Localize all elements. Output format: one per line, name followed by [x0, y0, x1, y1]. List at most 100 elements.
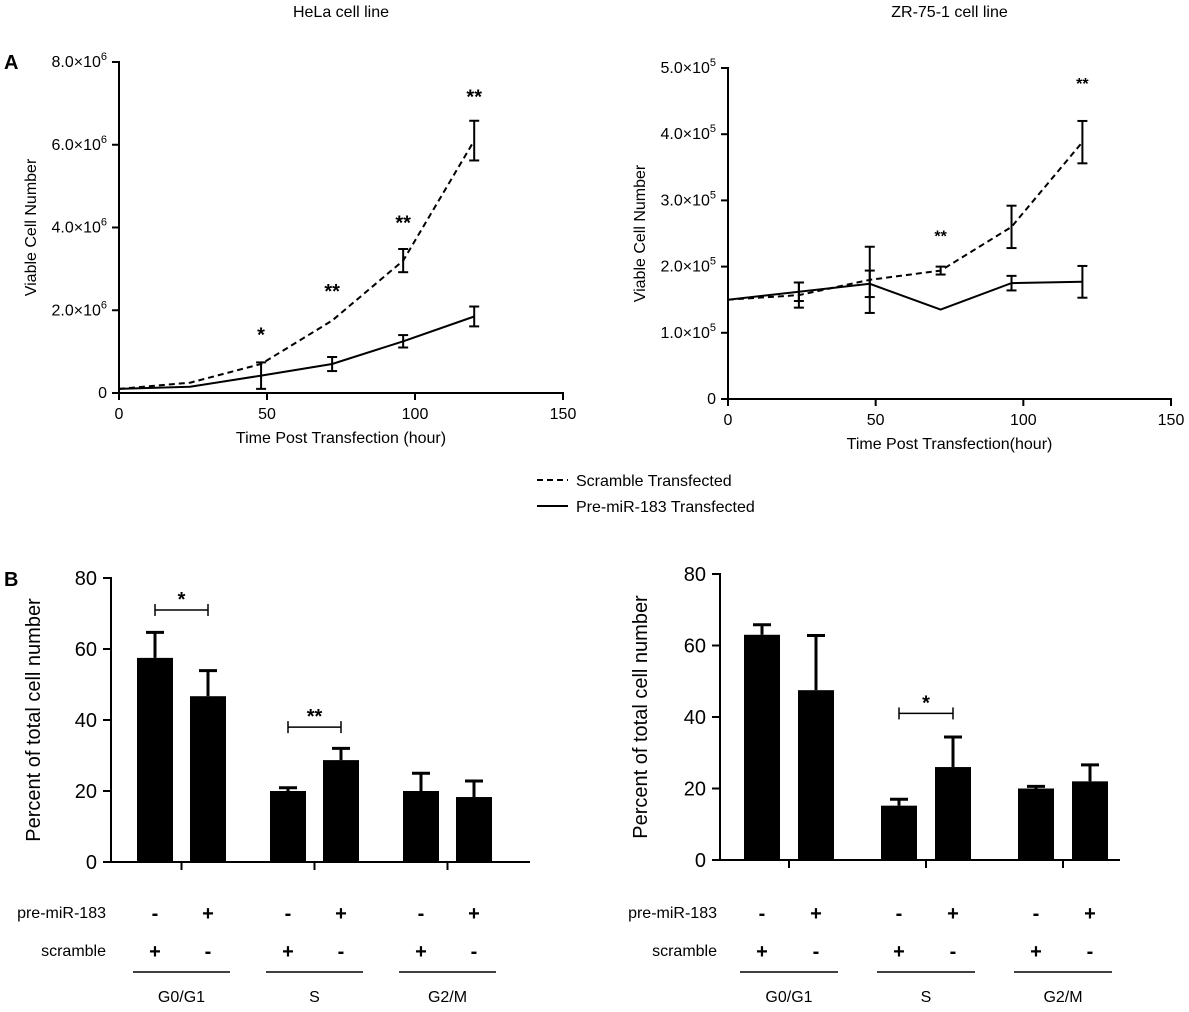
y-tick-mantissa: 4.0×10 — [51, 220, 100, 237]
pre-mir-sign: + — [947, 903, 959, 925]
y-tick-mantissa: 5.0×10 — [660, 60, 709, 77]
x-tick-label: 100 — [1010, 412, 1037, 429]
scramble-sign: - — [471, 941, 478, 963]
panel-label-b: B — [4, 569, 18, 591]
chart-title: ZR-75-1 cell line — [891, 4, 1008, 21]
scramble-sign: + — [1030, 941, 1042, 963]
series-pre-mir-line — [118, 315, 475, 390]
scramble-sign: + — [893, 941, 905, 963]
group-label: G2/M — [428, 989, 467, 1006]
significance-marker: ** — [324, 281, 340, 303]
group-label: S — [921, 989, 932, 1006]
pre-mir-sign: - — [418, 903, 425, 925]
scramble-sign: + — [756, 941, 768, 963]
significance-marker: * — [257, 324, 265, 346]
bar — [881, 805, 917, 860]
significance-marker: ** — [1076, 76, 1089, 93]
y-tick-label: 80 — [75, 568, 97, 590]
legend-pre-mir-label: Pre-miR-183 Transfected — [576, 499, 755, 516]
y-tick-label: 0 — [86, 852, 97, 874]
y-tick-label: 2.0×105 — [660, 256, 716, 276]
y-tick-exponent: 5 — [710, 57, 716, 69]
y-tick-label: 40 — [684, 707, 706, 729]
bar — [137, 657, 173, 862]
y-tick-exponent: 5 — [710, 189, 716, 201]
x-tick-label: 150 — [550, 406, 577, 423]
y-tick-label: 8.0×106 — [51, 51, 107, 71]
y-tick-label: 20 — [75, 781, 97, 803]
chart-hela-cycle: 0 20 40 60 80 Percent of total cell number - + +… — [17, 568, 530, 1006]
group-label: S — [309, 989, 320, 1006]
x-axis-label: Time Post Transfection(hour) — [847, 436, 1053, 453]
y-tick-mantissa: 3.0×10 — [660, 192, 709, 209]
significance-marker: * — [178, 589, 186, 611]
pre-mir-sign: - — [1033, 903, 1040, 925]
chart-zr751-cycle: 0 20 40 60 80 Percent of total cell number - + +… — [628, 564, 1120, 1006]
pre-mir-sign: - — [152, 903, 159, 925]
y-axis-label: Viable Cell Number — [23, 158, 40, 296]
scramble-sign: + — [282, 941, 294, 963]
pre-mir-sign: - — [896, 903, 903, 925]
row-label-scramble: scramble — [652, 943, 717, 960]
group-label: G2/M — [1043, 989, 1082, 1006]
y-tick-label: 60 — [684, 636, 706, 658]
scramble-sign: - — [338, 941, 345, 963]
bar — [1072, 781, 1108, 860]
scramble-sign: - — [1087, 941, 1094, 963]
bar — [798, 690, 834, 860]
y-tick-mantissa: 2.0×10 — [660, 259, 709, 276]
y-axis-label: Percent of total cell number — [23, 598, 45, 842]
y-tick-mantissa: 0 — [707, 391, 716, 408]
y-tick-label: 4.0×105 — [660, 123, 716, 143]
y-tick-label: 60 — [75, 639, 97, 661]
y-tick-exponent: 6 — [101, 299, 107, 311]
y-tick-exponent: 5 — [710, 256, 716, 268]
scramble-sign: - — [813, 941, 820, 963]
y-tick-label: 2.0×106 — [51, 299, 107, 319]
pre-mir-sign: + — [335, 903, 347, 925]
y-tick-label: 20 — [684, 779, 706, 801]
y-tick-mantissa: 1.0×10 — [660, 325, 709, 342]
y-tick-label: 0 — [707, 391, 716, 408]
x-tick-label: 100 — [402, 406, 429, 423]
pre-mir-sign: + — [202, 903, 214, 925]
y-tick-label: 6.0×106 — [51, 134, 107, 154]
x-tick-label: 50 — [867, 412, 885, 429]
significance-marker: * — [922, 692, 930, 714]
row-label-pre-mir: pre-miR-183 — [628, 905, 717, 922]
row-label-pre-mir: pre-miR-183 — [17, 905, 106, 922]
bar — [323, 760, 359, 862]
scramble-sign: - — [205, 941, 212, 963]
scramble-sign: + — [415, 941, 427, 963]
y-axis-label: Viable Cell Number — [632, 164, 649, 302]
y-tick-label: 0 — [695, 850, 706, 872]
x-axis-label: Time Post Transfection (hour) — [236, 430, 446, 447]
y-tick-mantissa: 6.0×10 — [51, 137, 100, 154]
group-label: G0/G1 — [765, 989, 812, 1006]
scramble-sign: + — [149, 941, 161, 963]
pre-mir-sign: - — [285, 903, 292, 925]
y-tick-mantissa: 4.0×10 — [660, 126, 709, 143]
y-tick-exponent: 6 — [101, 51, 107, 63]
row-label-scramble: scramble — [41, 943, 106, 960]
x-tick-label: 0 — [115, 406, 124, 423]
pre-mir-sign: - — [759, 903, 766, 925]
bar — [456, 797, 492, 862]
pre-mir-sign: + — [810, 903, 822, 925]
pre-mir-sign: + — [1084, 903, 1096, 925]
series-scramble-line — [727, 141, 1084, 301]
series-pre-mir-line — [727, 280, 1083, 311]
y-tick-exponent: 6 — [101, 134, 107, 146]
y-tick-exponent: 5 — [710, 322, 716, 334]
series-scramble-line — [118, 140, 476, 390]
significance-marker: ** — [466, 86, 482, 108]
x-tick-label: 50 — [258, 406, 276, 423]
y-tick-label: 3.0×105 — [660, 189, 716, 209]
x-tick-label: 150 — [1158, 412, 1185, 429]
chart-title: HeLa cell line — [293, 4, 389, 21]
bar — [1018, 788, 1054, 860]
y-tick-label: 5.0×105 — [660, 57, 716, 77]
